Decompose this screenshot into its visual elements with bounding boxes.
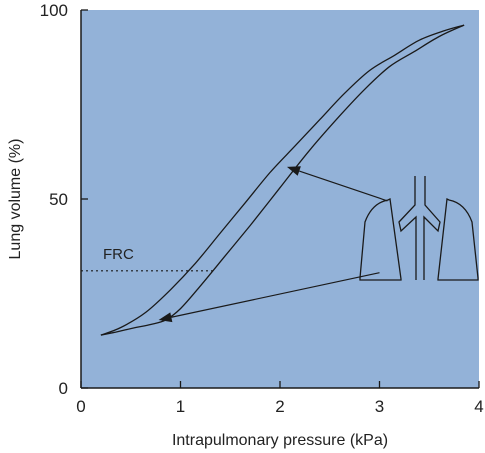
inflation-curve — [100, 24, 465, 336]
x-tick-label: 1 — [176, 397, 185, 416]
y-tick-label: 100 — [40, 1, 68, 20]
pointer-arrow-line — [171, 272, 380, 318]
trachea-right — [423, 176, 441, 280]
x-axis-label: Intrapulmonary pressure (kPa) — [172, 432, 388, 449]
x-tick-label: 2 — [275, 397, 284, 416]
pointer-arrow-head — [158, 312, 173, 323]
lungs-icon — [359, 176, 479, 281]
y-tick-label: 0 — [59, 379, 68, 398]
trachea-left — [398, 176, 417, 280]
deflation-curve — [100, 24, 465, 336]
y-axis-label: Lung volume (%) — [7, 139, 24, 260]
left-lung — [359, 198, 402, 281]
plot-area — [81, 10, 479, 388]
x-tick-label: 3 — [375, 397, 384, 416]
y-tick-label: 50 — [49, 190, 68, 209]
x-tick-label: 0 — [76, 397, 85, 416]
right-lung — [437, 198, 479, 281]
pointer-arrow-line — [299, 170, 388, 202]
x-tick-label: 4 — [474, 397, 483, 416]
frc-label: FRC — [103, 246, 134, 263]
pointer-arrow-head — [286, 166, 301, 176]
